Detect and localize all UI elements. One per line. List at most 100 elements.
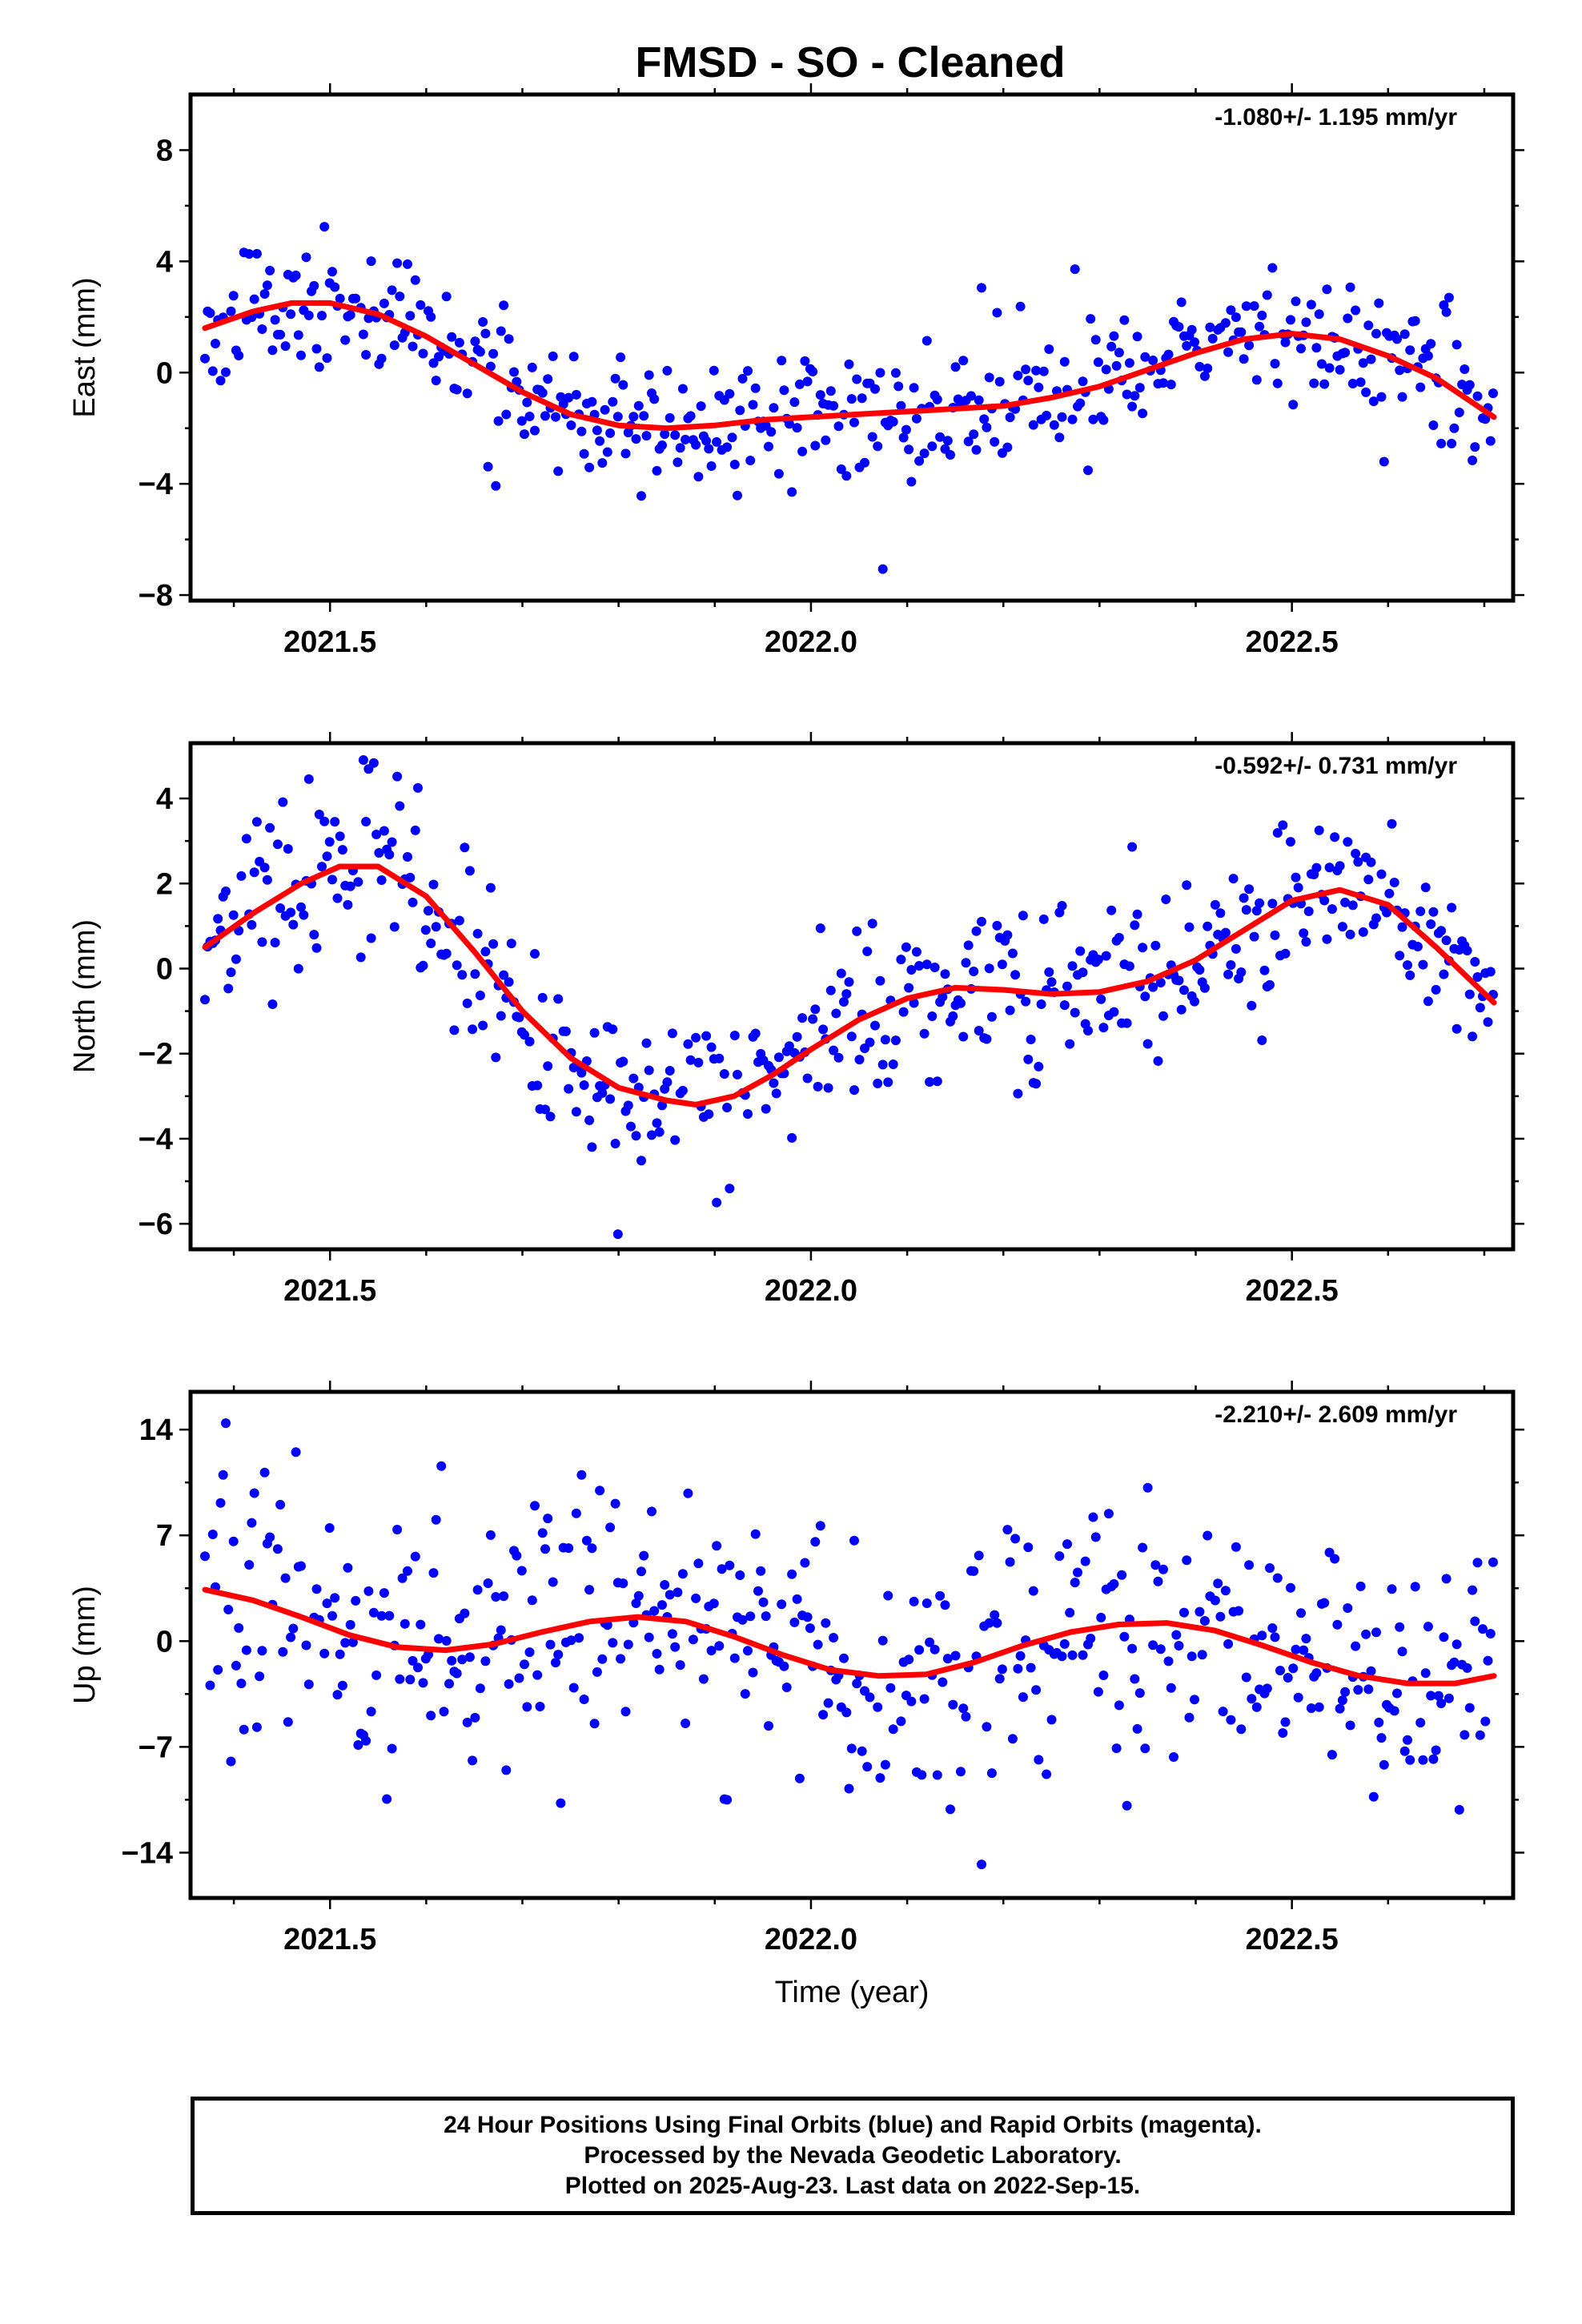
data-point (867, 919, 877, 929)
data-point (935, 1590, 946, 1601)
data-point (942, 1654, 953, 1664)
data-point (319, 816, 330, 826)
data-point (324, 1523, 335, 1533)
data-point (405, 872, 416, 883)
data-point (1371, 1627, 1381, 1638)
data-point (1124, 961, 1134, 971)
data-point (1096, 994, 1106, 1004)
data-point (353, 877, 363, 887)
data-point (1013, 370, 1023, 380)
y-axis-label: North (mm) (68, 919, 102, 1073)
data-point (925, 1637, 935, 1647)
data-point (1186, 324, 1197, 335)
data-point (335, 831, 345, 842)
data-point (883, 1077, 893, 1088)
data-point (652, 465, 662, 476)
data-point (844, 359, 854, 369)
data-point (1239, 354, 1249, 364)
data-point (1127, 842, 1138, 852)
data-point (1413, 1908, 1423, 1918)
data-point (794, 379, 805, 389)
data-point (384, 850, 395, 860)
data-point (1044, 967, 1054, 977)
x-tick-label: 2021.5 (283, 625, 376, 659)
data-point (1078, 967, 1088, 978)
data-point (1023, 1054, 1034, 1064)
data-point (301, 1640, 311, 1651)
data-point (698, 1674, 709, 1684)
data-point (919, 1694, 930, 1704)
data-point (1280, 337, 1291, 348)
data-point (1452, 1023, 1462, 1034)
data-point (1106, 905, 1117, 915)
data-point (626, 1121, 636, 1132)
data-point (1423, 1622, 1433, 1632)
data-point (1447, 903, 1457, 913)
data-point (639, 411, 649, 421)
data-point (740, 1689, 750, 1699)
data-point (860, 1686, 869, 1696)
data-point (909, 1596, 919, 1606)
data-point (1319, 1598, 1330, 1608)
data-point (722, 1103, 733, 1112)
data-point (416, 300, 426, 310)
data-point (769, 403, 779, 413)
data-point (743, 1109, 753, 1119)
data-point (1005, 1557, 1015, 1567)
data-point (961, 1711, 971, 1722)
data-point (1257, 1035, 1267, 1045)
y-tick-label: 4 (156, 245, 173, 279)
data-point (958, 1703, 969, 1714)
data-point (1403, 1735, 1412, 1745)
data-point (275, 903, 286, 913)
data-point (940, 1600, 950, 1610)
data-point (1436, 438, 1447, 448)
data-point (504, 977, 514, 987)
data-point (431, 376, 441, 386)
data-point (1262, 1683, 1272, 1694)
scatter-points (200, 755, 1498, 1240)
data-point (1142, 1482, 1153, 1493)
data-point (1002, 1525, 1013, 1535)
data-point (605, 1522, 616, 1533)
data-point (994, 1674, 1005, 1684)
data-point (1213, 1578, 1223, 1589)
data-point (1134, 383, 1145, 393)
data-point (904, 1655, 914, 1665)
data-point (932, 1076, 942, 1087)
data-point (979, 414, 990, 424)
data-point (464, 866, 475, 876)
data-point (1010, 970, 1021, 980)
data-point (319, 1648, 330, 1659)
data-point (371, 830, 382, 839)
x-tick-label: 2022.0 (765, 1274, 857, 1308)
data-point (620, 448, 631, 459)
data-point (1065, 1607, 1075, 1618)
data-point (1203, 1530, 1213, 1541)
data-point (1223, 969, 1234, 979)
data-point (280, 341, 291, 352)
data-point (322, 1598, 332, 1609)
data-point (434, 1634, 444, 1644)
data-point (982, 1722, 992, 1732)
data-point (1098, 1023, 1109, 1033)
data-point (1062, 981, 1072, 991)
y-axis-label: East (mm) (68, 277, 102, 417)
data-point (228, 291, 239, 301)
data-point (431, 1514, 441, 1525)
data-point (468, 1024, 478, 1035)
data-point (818, 1710, 829, 1720)
data-point (236, 870, 247, 881)
data-point (1395, 951, 1405, 961)
data-point (1314, 1702, 1324, 1712)
data-point (1472, 972, 1483, 982)
data-point (506, 939, 516, 949)
data-point (712, 1197, 722, 1208)
data-point (1251, 375, 1262, 385)
data-point (475, 991, 485, 1000)
data-point (1311, 343, 1322, 353)
data-point (1013, 1088, 1023, 1099)
data-point (472, 1585, 483, 1595)
data-point (893, 381, 904, 392)
data-point (921, 959, 932, 970)
